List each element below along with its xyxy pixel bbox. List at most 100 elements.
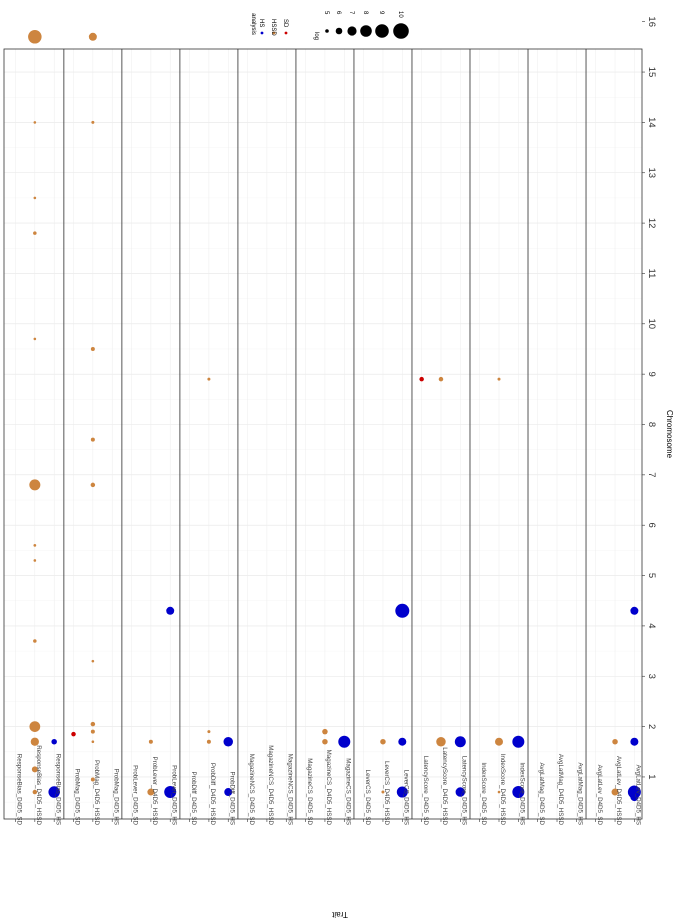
legend-size-key (325, 29, 329, 33)
chromosome-axis-ticks: 1234567891011121314151617181920 (642, 16, 657, 780)
data-point-hssd (91, 120, 95, 124)
data-point-hssd (28, 30, 42, 44)
data-point-hs (166, 606, 175, 615)
data-point-hs (164, 786, 177, 799)
legend-size-key (347, 26, 357, 36)
group-separators (63, 49, 587, 819)
trait-label: LeverCS_D4D5_HS (403, 770, 410, 825)
chromosome-tick-label: 14 (646, 117, 657, 128)
trait-label: LatencyScore_D4D5_HSSD (441, 747, 448, 825)
data-point-hssd (322, 728, 328, 735)
chromosome-tick-label: 4 (646, 623, 657, 628)
legend-color-key-hs (260, 31, 264, 35)
trait-label: MagazineCS_D4D5_HS (344, 758, 351, 825)
data-point-hssd (33, 337, 37, 341)
trait-label: LatencyScore_D4D5_HS (461, 756, 468, 825)
trait-label: ProbLever_D4D5_SD (132, 765, 139, 825)
legend-color-items: HS HSSD SD (258, 19, 288, 36)
trait-label: IndexScore_D4D5_SD (480, 762, 487, 825)
data-point-hssd (33, 196, 37, 200)
trait-label: AvgLatMag_D4D5_HS (577, 763, 584, 826)
trait-label: LatencyScore_D4D5_SD (422, 756, 429, 826)
data-point-hs (338, 735, 351, 748)
data-point-hssd (91, 740, 95, 744)
legend-color-label: HSSD (270, 19, 276, 36)
trait-label: IndexScore_D4D5_HSSD (499, 754, 506, 826)
trait-label: ProbLever_D4D5_HSSD (151, 757, 158, 826)
chromosome-tick-label: 5 (646, 573, 657, 578)
data-point-hs (51, 738, 57, 745)
trait-label: MagazineNCS_D4D5_SD (248, 754, 255, 826)
data-point-hs (224, 788, 233, 797)
data-point-hssd (148, 739, 153, 744)
trait-label: ProbMag_D4D5_SD (74, 769, 81, 826)
legend-size-label: 9 (378, 11, 384, 15)
chromosome-tick-label: 6 (646, 523, 657, 528)
chromosome-tick-label: 1 (646, 774, 657, 779)
data-point-hssd (438, 376, 444, 382)
trait-label: ResponseBias_D4D5_HSSD (35, 745, 42, 825)
data-point-hssd (31, 766, 38, 773)
legend-size-key (393, 23, 409, 39)
data-point-hssd (497, 377, 501, 381)
trait-label: ProbMag_D4D5_HSSD (93, 760, 100, 826)
data-point-hssd (436, 736, 446, 747)
plot-border (3, 48, 643, 820)
legend-size-items: 5 6 7 8 9 10 (323, 11, 409, 39)
chromosome-tick-label: 8 (646, 422, 657, 427)
legend-size-title: log (313, 32, 319, 40)
data-point-hs (398, 737, 407, 746)
data-point-hs (454, 736, 466, 748)
chromosome-tick-label: 16 (646, 16, 657, 27)
data-point-sd (419, 376, 424, 382)
data-point-hs (223, 736, 233, 747)
data-point-hssd (381, 790, 385, 794)
data-point-sd (71, 731, 76, 737)
data-point-hssd (32, 789, 38, 795)
data-point-hssd (380, 738, 386, 745)
chromosome-tick-label: 12 (646, 218, 657, 229)
data-point-hs (455, 787, 466, 797)
data-point-hssd (29, 721, 41, 732)
chromosome-tick-label: 2 (646, 724, 657, 729)
data-point-hs (512, 786, 525, 799)
chromosome-tick-label: 15 (646, 67, 657, 78)
trait-label: MagazineNCS_D4D5_HS (286, 754, 293, 825)
data-point-hs (512, 735, 525, 748)
data-point-hssd (88, 32, 97, 41)
data-point-hssd (90, 346, 95, 351)
data-point-hs (630, 737, 639, 746)
data-point-hssd (91, 659, 95, 663)
trait-label: LeverCS_D4D5_HSSD (383, 761, 390, 825)
trait-label: IndexScore_D4D5_HS (519, 762, 526, 825)
trait-label: ResponseBias_D4D5_SD (16, 754, 23, 826)
trait-label: AvgLatMag_D4D5_HSSD (557, 754, 564, 826)
data-point-hssd (147, 788, 155, 796)
trait-label: ResponseBias_D4D5_HS (54, 754, 61, 825)
trait-label: ProbLever_D4D5_HS (170, 765, 177, 825)
legend-size-label: 5 (323, 11, 329, 15)
data-point-hssd (90, 721, 96, 727)
data-point-hs (395, 603, 410, 618)
trait-axis-title: Trait (331, 910, 347, 919)
legend-size-key (360, 25, 372, 37)
trait-label: ProbMag_D4D5_HS (112, 769, 119, 825)
data-point-hssd (322, 738, 328, 745)
data-point-hs (627, 785, 641, 799)
chromosome-tick-label: 11 (646, 269, 657, 279)
data-point-hssd (33, 559, 37, 562)
data-point-hssd (30, 737, 39, 746)
chromosome-tick-label: 9 (646, 372, 657, 377)
data-point-hssd (90, 437, 95, 442)
data-points (28, 30, 641, 802)
trait-label: AvgLatLev_D4D5_SD (596, 765, 603, 826)
chromosome-tick-label: 7 (646, 472, 657, 477)
data-point-hs (630, 606, 639, 615)
trait-label: AvgLatMag_D4D5_SD (538, 763, 545, 826)
trait-label: MagazineCS_D4D5_HSSD (325, 750, 332, 826)
trait-label: ProbDiff_D4D5_HSSD (209, 763, 216, 826)
trait-label: ProbDiff_D4D5_HS (228, 771, 235, 825)
data-point-hssd (33, 231, 37, 235)
data-point-hssd (611, 788, 619, 796)
chromosome-tick-label: 10 (646, 319, 657, 330)
